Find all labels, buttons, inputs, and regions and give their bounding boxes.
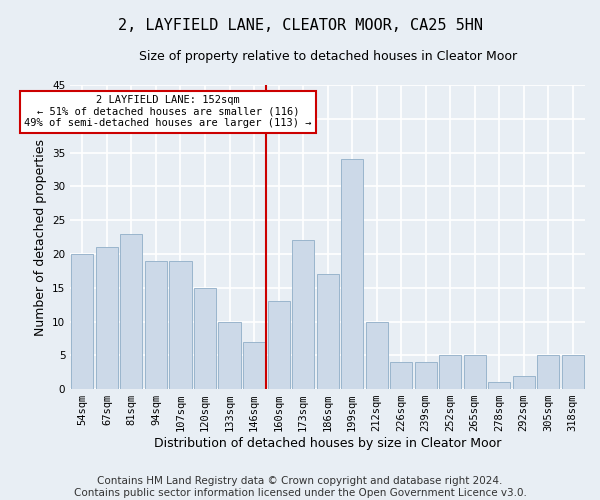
Bar [169, 260, 191, 389]
Bar [390, 362, 412, 389]
Bar [194, 288, 216, 389]
Bar [415, 362, 437, 389]
Bar [365, 322, 388, 389]
Bar [96, 247, 118, 389]
Text: 2, LAYFIELD LANE, CLEATOR MOOR, CA25 5HN: 2, LAYFIELD LANE, CLEATOR MOOR, CA25 5HN [118, 18, 482, 32]
Text: Contains HM Land Registry data © Crown copyright and database right 2024.
Contai: Contains HM Land Registry data © Crown c… [74, 476, 526, 498]
Bar [464, 356, 486, 389]
Bar [292, 240, 314, 389]
Y-axis label: Number of detached properties: Number of detached properties [34, 138, 47, 336]
Bar [317, 274, 338, 389]
Bar [145, 260, 167, 389]
X-axis label: Distribution of detached houses by size in Cleator Moor: Distribution of detached houses by size … [154, 437, 501, 450]
Bar [243, 342, 265, 389]
Title: Size of property relative to detached houses in Cleator Moor: Size of property relative to detached ho… [139, 50, 517, 63]
Bar [218, 322, 241, 389]
Bar [71, 254, 94, 389]
Bar [512, 376, 535, 389]
Bar [121, 234, 142, 389]
Bar [268, 301, 290, 389]
Bar [341, 160, 363, 389]
Text: 2 LAYFIELD LANE: 152sqm
← 51% of detached houses are smaller (116)
49% of semi-d: 2 LAYFIELD LANE: 152sqm ← 51% of detache… [25, 95, 312, 128]
Bar [488, 382, 510, 389]
Bar [537, 356, 559, 389]
Bar [439, 356, 461, 389]
Bar [562, 356, 584, 389]
